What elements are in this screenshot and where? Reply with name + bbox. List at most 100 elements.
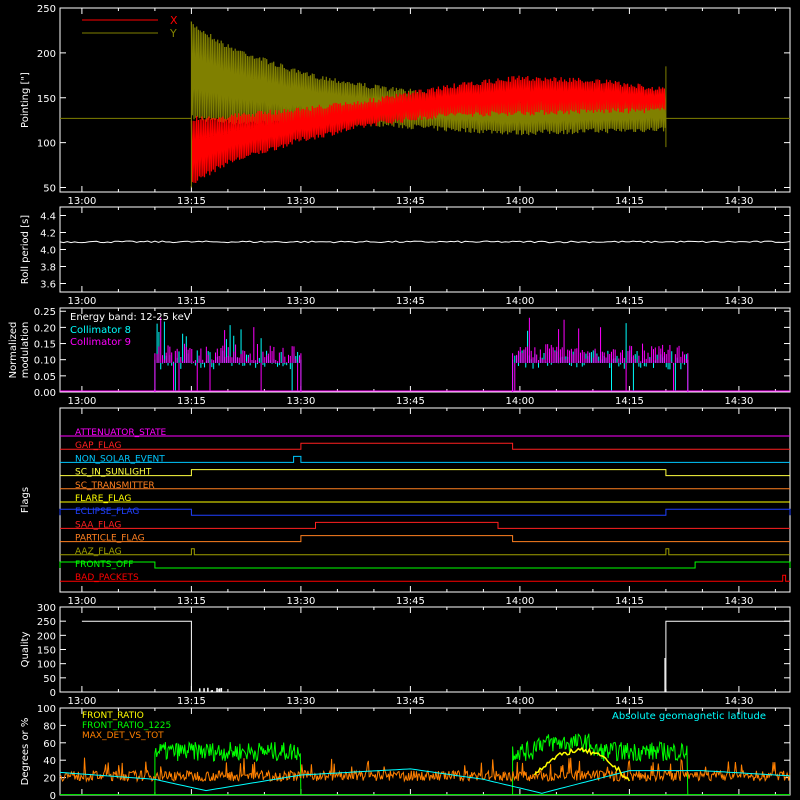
y-tick-label: 60	[43, 739, 56, 750]
flag-line	[60, 455, 790, 463]
x-tick-label: 13:45	[396, 196, 425, 207]
legend-label-x: X	[170, 14, 178, 27]
flag-label: SC_IN_SUNLIGHT	[75, 468, 152, 478]
flag-label: BAD_PACKETS	[75, 573, 139, 583]
flag-label: ATTENUATOR_STATE	[75, 428, 167, 438]
flag-label: SC_TRANSMITTER	[75, 481, 155, 491]
x-tick-label: 14:00	[505, 296, 534, 307]
quality-line	[81, 620, 790, 693]
x-tick-label: 14:15	[615, 596, 644, 607]
y-axis-label: Degrees or %	[20, 718, 31, 786]
flag-line	[60, 469, 790, 477]
x-tick-label: 13:30	[286, 696, 315, 707]
flag-sc-in-sunlight: SC_IN_SUNLIGHT	[60, 468, 790, 478]
panel-frame	[59, 606, 791, 693]
x-tick-label: 13:30	[286, 196, 315, 207]
flag-non-solar-event: NON_SOLAR_EVENT	[60, 454, 790, 464]
y-tick-label: 300	[37, 603, 56, 614]
y-tick-label: 0.05	[34, 372, 56, 383]
geomagnetic-latitude-line	[59, 768, 791, 794]
front-ratio-line	[533, 746, 631, 782]
x-tick-label: 13:30	[286, 296, 315, 307]
y-tick-label: 40	[43, 756, 56, 767]
flag-label: ECLIPSE_FLAG	[75, 507, 139, 517]
panel-6: Degrees or % 0 20 40 60 80 100 FRONT_RATIOFRONT…	[20, 704, 791, 800]
y-axis-label: Pointing ["]	[20, 72, 31, 128]
panel-5: 13:00 13:15 13:30 13:45 14:00 14:15 14:30 Quali…	[20, 603, 791, 707]
y-tick-label: 100	[37, 660, 56, 671]
panel-3: 13:00 13:15 13:30 13:45 14:00 14:15 14:30 Norma…	[8, 307, 791, 407]
legend-label-y: Y	[169, 27, 177, 40]
panel-frame	[59, 307, 791, 393]
x-tick-label: 14:00	[505, 696, 534, 707]
flag-label: GAP_FLAG	[75, 441, 121, 451]
y-tick-label: 0	[50, 791, 56, 800]
y-tick-label: 250	[37, 4, 56, 15]
panel-frame	[59, 407, 791, 593]
y-tick-label: 0.20	[34, 323, 56, 334]
y-tick-label: 4.2	[40, 229, 56, 240]
x-tick-label: 13:45	[396, 296, 425, 307]
x-tick-label: 14:00	[505, 396, 534, 407]
panel-1: 13:00 13:15 13:30 13:45 14:00 14:15 14:30 Point…	[20, 4, 791, 207]
y-tick-label: 50	[43, 184, 56, 195]
y-tick-label: 150	[37, 646, 56, 657]
flag-label: NON_SOLAR_EVENT	[75, 454, 165, 464]
y-tick-label: 0.10	[34, 356, 56, 367]
flag-bad-packets: BAD_PACKETS	[60, 573, 790, 583]
x-tick-label: 13:30	[286, 596, 315, 607]
flag-label: SAA_FLAG	[75, 520, 121, 530]
y-tick-label: 50	[43, 674, 56, 685]
flag-line	[60, 442, 790, 450]
pointing-plot	[60, 21, 790, 188]
series-collimator-9	[154, 317, 689, 392]
y-tick-label: 3.8	[40, 263, 56, 274]
front-ratio-1225-line	[154, 733, 689, 796]
x-tick-label: 13:45	[396, 596, 425, 607]
x-tick-label: 13:00	[67, 196, 96, 207]
legend-label: MAX_DET_VS_TOT	[82, 731, 164, 741]
energy-band-annotation: Energy band: 12-25 keV	[70, 312, 191, 323]
y-axis-label: Quality	[20, 632, 31, 668]
x-tick-label: 13:00	[67, 296, 96, 307]
legend-label-collimator: Collimator 9	[70, 337, 131, 348]
x-tick-label: 14:30	[724, 296, 753, 307]
flag-fronts-off: FRONTS_OFF	[59, 560, 791, 570]
x-tick-label: 13:45	[396, 396, 425, 407]
x-tick-label: 13:30	[286, 396, 315, 407]
x-tick-label: 13:15	[177, 396, 206, 407]
x-tick-label: 13:00	[67, 696, 96, 707]
flag-aaz-flag: AAZ_FLAG	[60, 547, 790, 557]
x-tick-label: 14:30	[724, 596, 753, 607]
x-tick-label: 14:15	[615, 396, 644, 407]
flag-line	[59, 508, 791, 516]
y-tick-label: 100	[37, 139, 56, 150]
y-tick-label: 80	[43, 721, 56, 732]
y-axis-label: modulation	[20, 322, 31, 379]
flag-gap-flag: GAP_FLAG	[60, 441, 790, 451]
y-tick-label: 250	[37, 617, 56, 628]
flag-line	[59, 561, 791, 569]
legend-label: FRONT_RATIO	[82, 711, 144, 721]
x-tick-label: 13:15	[177, 696, 206, 707]
x-tick-label: 13:15	[177, 596, 206, 607]
flag-attenuator-state: ATTENUATOR_STATE	[60, 428, 790, 438]
flag-eclipse-flag: ECLIPSE_FLAG	[59, 507, 791, 517]
x-tick-label: 14:30	[724, 396, 753, 407]
panel-4: 13:00 13:15 13:30 13:45 14:00 14:15 14:30 Flags…	[20, 407, 791, 607]
x-tick-label: 13:45	[396, 696, 425, 707]
flag-line	[60, 521, 790, 529]
x-tick-label: 14:15	[615, 296, 644, 307]
y-axis-label: Normalized	[8, 322, 19, 379]
y-axis-label: Flags	[20, 487, 31, 513]
flag-label: PARTICLE_FLAG	[75, 534, 145, 544]
legend-label-geomagnetic: Absolute geomagnetic latitude	[612, 711, 766, 722]
x-tick-label: 14:15	[615, 196, 644, 207]
x-tick-label: 13:15	[177, 196, 206, 207]
x-tick-label: 13:00	[67, 396, 96, 407]
flag-sc-transmitter: SC_TRANSMITTER	[60, 481, 790, 491]
flag-line	[60, 574, 790, 582]
legend-label: FRONT_RATIO_1225	[82, 721, 171, 731]
flag-label: FLARE_FLAG	[75, 494, 131, 504]
panel-frame	[59, 206, 791, 293]
